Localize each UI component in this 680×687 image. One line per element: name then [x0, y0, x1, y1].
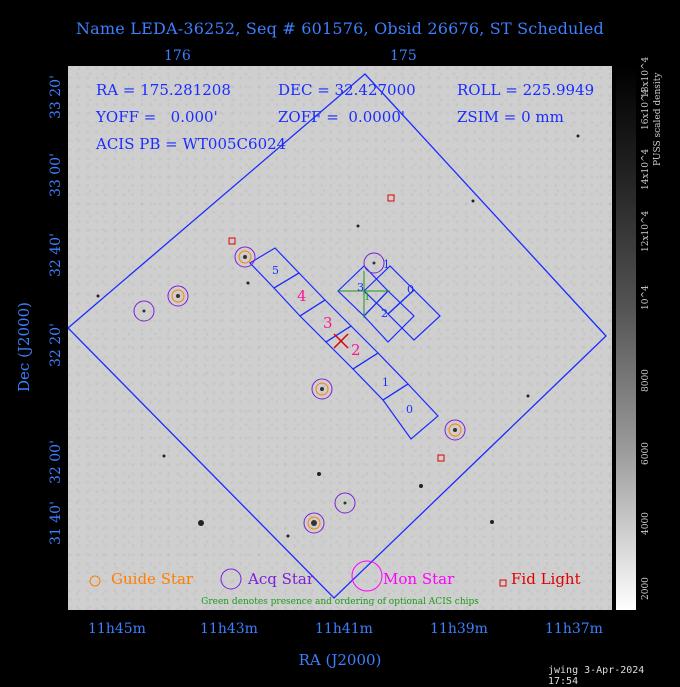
colorbar — [616, 66, 636, 610]
x-tick-11h41m: 11h41m — [315, 621, 373, 637]
star-dots — [142, 255, 457, 526]
star — [198, 520, 204, 526]
acq-star — [363, 252, 385, 274]
colorbar-tick: 14x10^4 — [641, 148, 651, 190]
colorbar-label: PUSS scaled density — [653, 72, 663, 166]
acq-star — [311, 378, 333, 400]
info-dec: DEC = 32.427000 — [278, 81, 416, 99]
y-tick-33-00: 33 00' — [48, 153, 64, 197]
chip-labels: 5 4 3 2 1 0 1 0 3 2 1 — [272, 258, 414, 416]
chip-i0 — [387, 289, 441, 341]
chip-s1 — [352, 352, 409, 401]
fid-lights — [228, 194, 445, 462]
fid-light — [437, 454, 445, 462]
chip-label: 2 — [351, 341, 361, 359]
acq-star — [167, 285, 189, 307]
star — [471, 199, 475, 203]
x-tick-11h37m: 11h37m — [545, 621, 603, 637]
y-tick-33-20: 33 20' — [48, 75, 64, 119]
y-tick-32-20: 32 20' — [48, 323, 64, 367]
chip-label: 5 — [272, 264, 279, 277]
star — [162, 454, 166, 458]
optional-chips — [338, 271, 390, 318]
guide-stars — [171, 250, 462, 530]
legend-guide-star: Guide Star — [111, 570, 194, 588]
x-tick-11h43m: 11h43m — [200, 621, 258, 637]
legend-optional-note: Green denotes presence and ordering of o… — [201, 597, 479, 607]
background-stars — [96, 134, 580, 538]
sky-image: 5 4 3 2 1 0 1 0 3 2 1 — [68, 66, 612, 610]
colorbar-tick: 6000 — [641, 442, 651, 465]
y-axis-label: Dec (J2000) — [15, 302, 33, 392]
colorbar-tick: 18x10^4 — [641, 56, 651, 98]
top-tick-175: 175 — [390, 48, 417, 64]
chip-label: 1 — [383, 258, 390, 271]
info-ra: RA = 175.281208 — [96, 81, 231, 99]
chip-label: 3 — [323, 314, 333, 332]
info-zoff: ZOFF = 0.0000' — [278, 108, 406, 126]
acq-star — [444, 419, 466, 441]
y-tick-32-40: 32 40' — [48, 233, 64, 277]
chip-s0 — [382, 383, 439, 440]
y-tick-32-00: 32 00' — [48, 440, 64, 484]
acq-star — [303, 512, 325, 534]
x-axis-label: RA (J2000) — [298, 651, 382, 669]
colorbar-tick: 8000 — [641, 369, 651, 392]
guide-star — [238, 250, 252, 264]
chip-label: 4 — [297, 287, 307, 305]
info-zsim: ZSIM = 0 mm — [457, 108, 564, 126]
guide-star — [171, 289, 185, 303]
y-tick-31-40: 31 40' — [48, 501, 64, 545]
acq-star — [234, 246, 256, 268]
star — [317, 472, 321, 476]
fid-light — [387, 194, 395, 202]
acis-s-chips — [249, 247, 439, 440]
guide-star — [448, 423, 462, 437]
acq-stars — [133, 246, 466, 534]
footer-timestamp: jwing 3-Apr-2024 17:54 — [548, 665, 645, 687]
legend-fid-light: Fid Light — [511, 570, 581, 588]
star — [246, 281, 250, 285]
star — [356, 224, 360, 228]
top-tick-176: 176 — [164, 48, 191, 64]
guide-star — [315, 382, 329, 396]
x-tick-11h39m: 11h39m — [430, 621, 488, 637]
colorbar-tick: 10^4 — [641, 285, 651, 310]
star — [419, 484, 423, 488]
colorbar-tick: 12x10^4 — [641, 210, 651, 252]
info-yoff: YOFF = 0.000' — [96, 108, 218, 126]
acq-star — [334, 492, 356, 514]
star — [490, 520, 494, 524]
fid-light — [228, 237, 236, 245]
star — [526, 394, 530, 398]
acis-i-chips — [337, 265, 441, 343]
chip-label: 3 — [357, 281, 364, 294]
info-roll: ROLL = 225.9949 — [457, 81, 595, 99]
colorbar-tick: 2000 — [641, 577, 651, 600]
legend-mon-star: Mon Star — [383, 570, 455, 588]
colorbar-tick: 4000 — [641, 512, 651, 535]
fov-square — [68, 73, 607, 599]
star — [286, 534, 290, 538]
field-overlay: 5 4 3 2 1 0 1 0 3 2 1 — [68, 73, 607, 599]
chip-i2 — [363, 290, 415, 343]
chip-label: 0 — [407, 283, 414, 296]
chip-label: 2 — [381, 307, 388, 320]
guide-star — [307, 516, 321, 530]
star — [96, 294, 100, 298]
acq-star — [133, 300, 155, 322]
chip-label: 1 — [364, 292, 370, 303]
star — [576, 134, 580, 138]
chip-label: 1 — [382, 376, 389, 389]
aimpoint-marker — [333, 333, 349, 349]
chart-title: Name LEDA-36252, Seq # 601576, Obsid 266… — [75, 19, 604, 38]
star-field-background — [68, 66, 612, 610]
legend-acq-star: Acq Star — [248, 570, 315, 588]
x-tick-11h45m: 11h45m — [88, 621, 146, 637]
chip-label: 0 — [406, 403, 413, 416]
info-acis: ACIS PB = WT005C6024 — [96, 135, 287, 153]
